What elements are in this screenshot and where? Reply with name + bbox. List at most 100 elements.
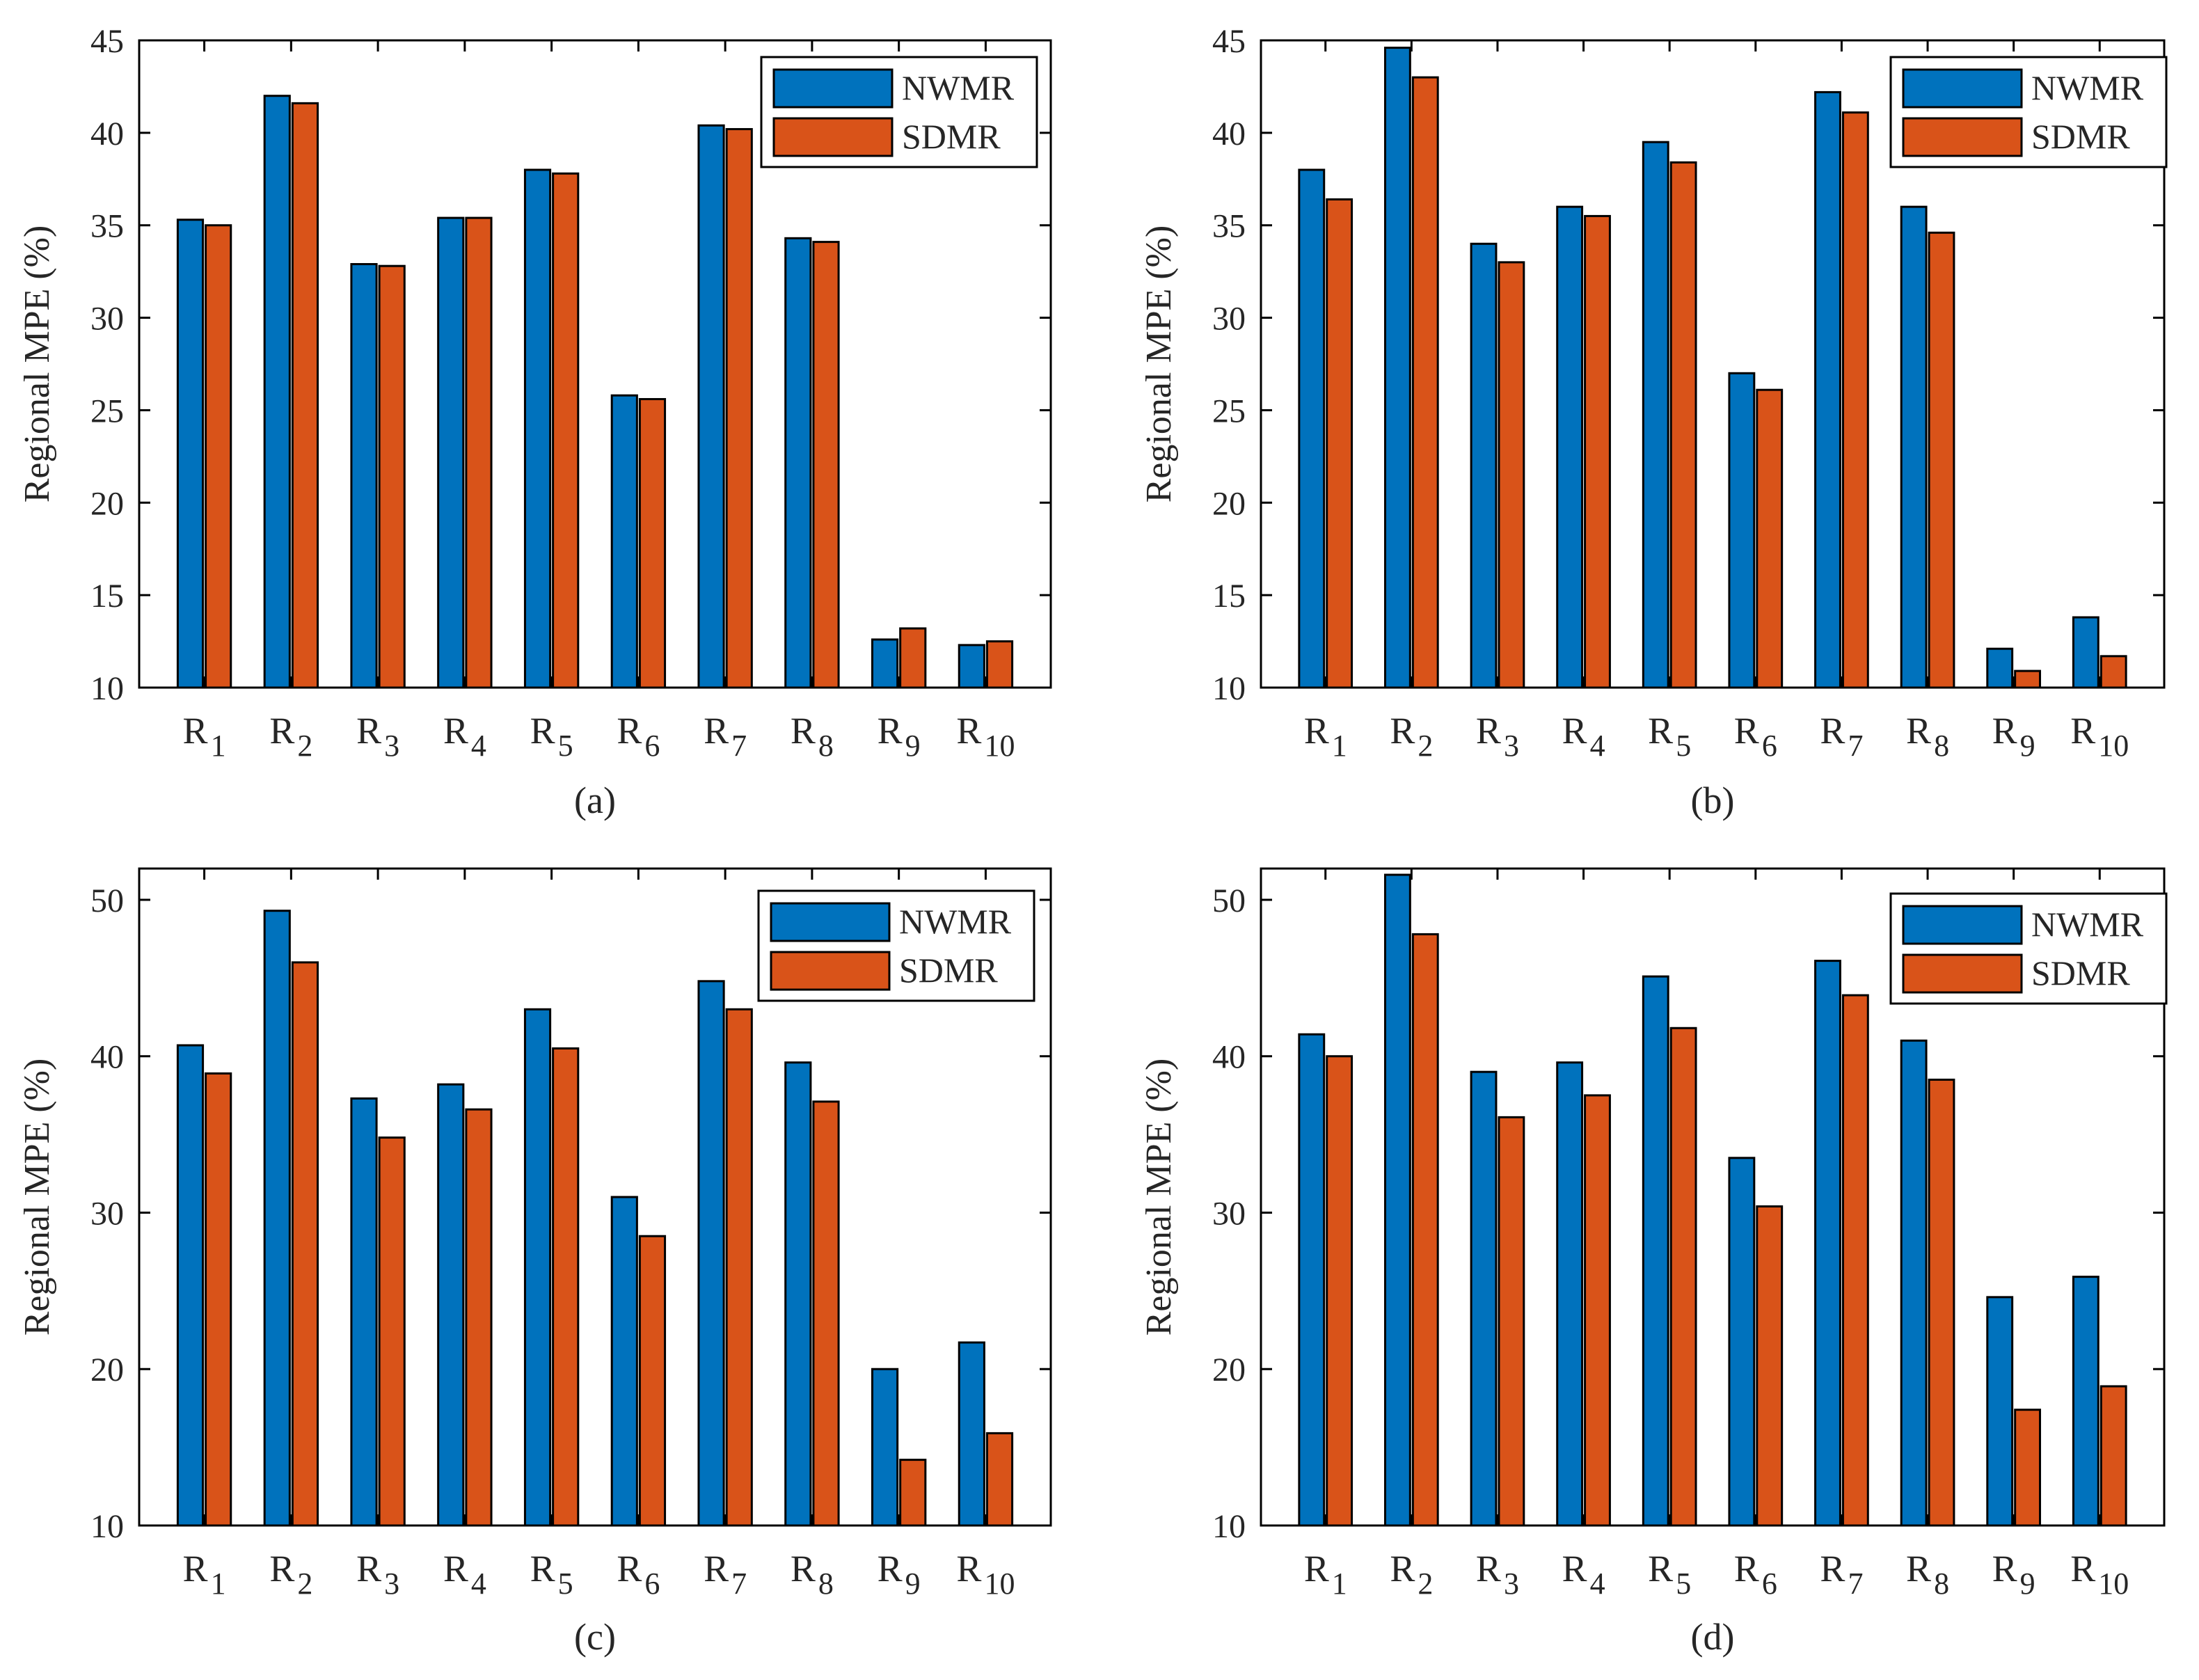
y-tick-label: 10: [90, 1508, 124, 1545]
y-tick-label: 45: [1212, 23, 1246, 60]
bar-sdmr: [1928, 1078, 1955, 1527]
x-tick-label-base: R: [1906, 1548, 1931, 1590]
x-tick-label-sub: 7: [731, 729, 747, 763]
x-tick-label-base: R: [956, 1548, 981, 1590]
bar-sdmr: [465, 1108, 493, 1527]
x-tick-label-sub: 3: [1504, 729, 1519, 763]
bar-sdmr: [812, 1100, 840, 1527]
x-tick-label: R6: [1734, 1548, 1777, 1601]
bar-nwmr: [958, 1341, 985, 1527]
legend-label-sdmr: SDMR: [902, 117, 1001, 156]
bar-nwmr: [1298, 1033, 1326, 1527]
bar-sdmr: [1669, 1027, 1697, 1527]
x-tick-label-base: R: [1648, 1548, 1673, 1590]
bar-nwmr: [1814, 960, 1841, 1527]
x-tick-label-base: R: [956, 710, 981, 752]
x-tick-label: R9: [1992, 710, 2035, 763]
bar-nwmr: [871, 1368, 899, 1527]
x-tick-label-base: R: [1304, 1548, 1329, 1590]
bar-nwmr: [1986, 647, 2014, 689]
bar-nwmr: [1298, 168, 1326, 689]
x-tick-label-base: R: [617, 1548, 642, 1590]
x-tick-label-sub: 10: [984, 729, 1015, 763]
x-tick-label: R9: [878, 1548, 921, 1601]
x-tick-label-base: R: [791, 710, 816, 752]
legend-label-sdmr: SDMR: [2031, 117, 2130, 156]
x-tick-label: R9: [878, 710, 921, 763]
bar-sdmr: [2014, 669, 2042, 689]
x-tick-label: R3: [1476, 710, 1519, 763]
x-tick-label-base: R: [617, 710, 642, 752]
bar-sdmr: [552, 1047, 580, 1527]
legend: NWMR SDMR: [1889, 892, 2168, 1005]
panel-label: (b): [1691, 779, 1735, 821]
x-tick-label: R2: [1390, 710, 1433, 763]
x-tick-label-sub: 5: [1676, 1567, 1691, 1601]
bar-nwmr: [1814, 90, 1841, 689]
y-tick-label: 20: [1212, 1352, 1246, 1388]
bar-nwmr: [1900, 205, 1928, 689]
x-tick-label: R2: [269, 710, 312, 763]
x-tick-label-base: R: [269, 710, 294, 752]
bar-sdmr: [1756, 388, 1784, 689]
x-tick-label-base: R: [1906, 710, 1931, 752]
bar-sdmr: [2099, 655, 2127, 689]
bar-nwmr: [871, 638, 899, 689]
bar-sdmr: [1669, 161, 1697, 689]
x-tick-label: R6: [617, 710, 660, 763]
legend: NWMR SDMR: [757, 889, 1035, 1002]
x-tick-label: R10: [2070, 710, 2129, 763]
x-tick-label-base: R: [1992, 1548, 2017, 1590]
bar-sdmr: [1498, 261, 1525, 689]
x-tick-label-base: R: [1648, 710, 1673, 752]
bar-sdmr: [465, 216, 493, 689]
bar-sdmr: [205, 224, 232, 689]
bar-sdmr: [1326, 198, 1353, 689]
bar-sdmr: [291, 102, 319, 689]
x-tick-label: R7: [1820, 710, 1863, 763]
x-tick-label-sub: 9: [2020, 1567, 2035, 1601]
bar-nwmr: [1642, 975, 1669, 1527]
x-tick-label: R8: [791, 1548, 834, 1601]
x-tick-label-base: R: [530, 1548, 555, 1590]
bar-nwmr: [1470, 1070, 1498, 1527]
y-axis-label: Regional MPE (%): [1139, 1059, 1179, 1336]
x-tick-label: R7: [704, 1548, 747, 1601]
x-tick-label: R1: [183, 710, 226, 763]
bar-sdmr: [552, 172, 580, 689]
x-tick-label: R10: [2070, 1548, 2129, 1601]
x-tick-label: R9: [1992, 1548, 2035, 1601]
bar-sdmr: [1928, 231, 1955, 689]
y-tick-label: 50: [90, 882, 124, 919]
x-tick-label-sub: 1: [1332, 729, 1347, 763]
bar-sdmr: [899, 627, 927, 689]
bar-nwmr: [263, 95, 291, 689]
x-tick-label: R2: [1390, 1548, 1433, 1601]
bar-nwmr: [1728, 1157, 1756, 1527]
y-tick-label: 35: [90, 208, 124, 245]
y-tick-label: 30: [90, 1195, 124, 1232]
y-tick-label: 10: [1212, 1508, 1246, 1545]
x-tick-label: R3: [1476, 1548, 1519, 1601]
x-tick-label-sub: 2: [297, 729, 312, 763]
x-tick-label-base: R: [2070, 1548, 2095, 1590]
x-tick-label: R5: [1648, 1548, 1691, 1601]
x-tick-label-base: R: [1820, 1548, 1845, 1590]
bar-sdmr: [1841, 111, 1869, 689]
bar-sdmr: [205, 1072, 232, 1527]
x-tick-label-base: R: [356, 1548, 381, 1590]
legend-swatch-nwmr: [1902, 68, 2023, 109]
legend-swatch-sdmr: [1902, 953, 2023, 994]
x-tick-label: R1: [1304, 1548, 1347, 1601]
x-tick-label-sub: 4: [1590, 1567, 1605, 1601]
bar-nwmr: [784, 1061, 812, 1527]
x-tick-label-sub: 1: [211, 729, 226, 763]
x-tick-label-sub: 10: [984, 1567, 1015, 1601]
legend-swatch-nwmr: [1902, 905, 2023, 945]
x-tick-label-sub: 5: [558, 729, 573, 763]
legend-label-nwmr: NWMR: [2031, 68, 2144, 107]
